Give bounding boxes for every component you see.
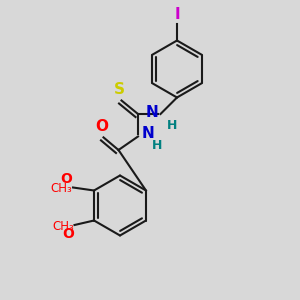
Text: CH₃: CH₃ (52, 220, 74, 233)
Text: O: O (62, 226, 74, 241)
Text: H: H (152, 139, 162, 152)
Text: O: O (61, 172, 72, 186)
Text: CH₃: CH₃ (51, 182, 73, 196)
Text: I: I (174, 7, 180, 22)
Text: N: N (142, 126, 154, 141)
Text: H: H (167, 119, 178, 132)
Text: N: N (146, 105, 158, 120)
Text: S: S (114, 82, 124, 98)
Text: O: O (95, 119, 109, 134)
